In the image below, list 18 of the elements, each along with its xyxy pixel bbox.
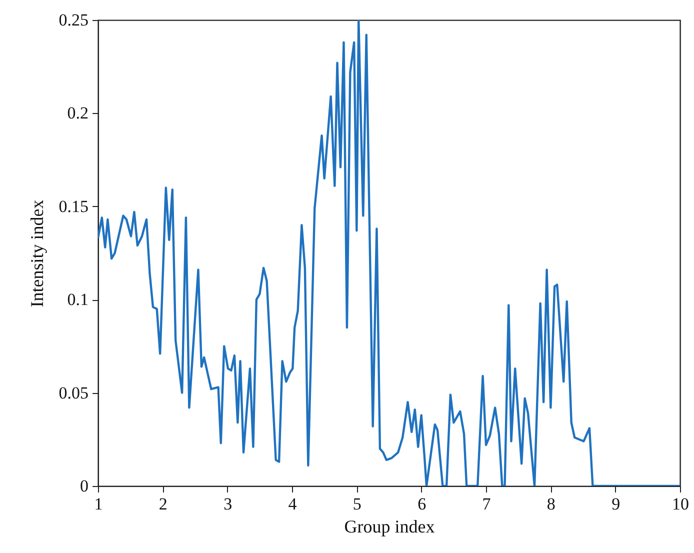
x-tick-label: 1 [94, 494, 103, 514]
y-tick-label: 0.1 [67, 290, 88, 310]
x-tick-label: 7 [482, 494, 492, 514]
x-axis-title: Group index [344, 516, 435, 536]
y-tick-label: 0.25 [58, 10, 88, 30]
x-tick-label: 3 [224, 494, 232, 514]
x-tick-label: 9 [612, 494, 620, 514]
x-tick-label: 4 [288, 494, 298, 514]
x-tick-label: 2 [158, 494, 168, 514]
y-tick-label: 0 [80, 476, 88, 496]
x-tick-label: 8 [546, 494, 556, 514]
y-tick-label: 0.2 [67, 104, 88, 123]
y-axis-title: Intensity index [26, 200, 47, 308]
y-tick-label: 0.05 [58, 383, 88, 402]
x-tick-label: 6 [418, 494, 426, 514]
x-tick-label: 5 [352, 494, 362, 514]
y-tick-label: 0.15 [58, 196, 88, 216]
x-tick-label: 10 [672, 494, 689, 514]
